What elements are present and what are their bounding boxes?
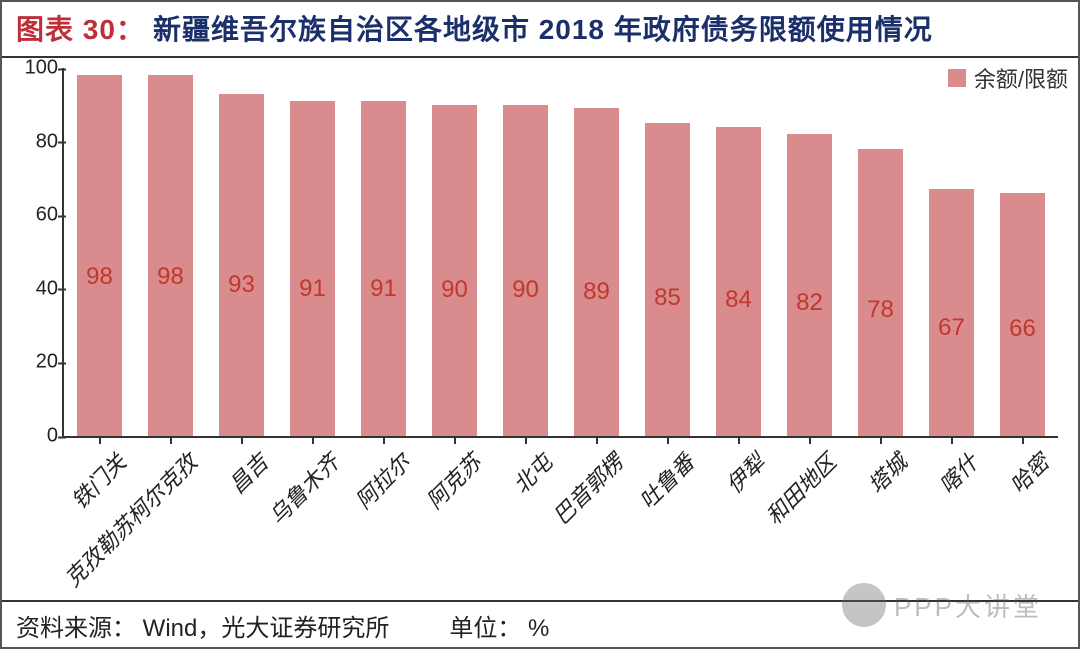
- bar-value-label: 85: [645, 284, 690, 312]
- bar-value-label: 84: [716, 286, 761, 314]
- y-tick: 20: [14, 351, 58, 374]
- footer-unit: 单位： %: [449, 608, 549, 643]
- x-axis-label: 阿拉尔: [340, 439, 416, 515]
- chart-area: 余额/限额 02040608010098铁门关98克孜勒苏柯尔克孜93昌吉91乌…: [2, 58, 1078, 598]
- x-axis-label: 吐鲁番: [624, 439, 700, 515]
- chart-title-prefix: 图表 30：: [16, 8, 145, 48]
- footer-unit-label: 单位：: [449, 615, 521, 642]
- footer-unit-value: %: [528, 615, 549, 642]
- chart-title-block: 图表 30： 新疆维吾尔族自治区各地级市 2018 年政府债务限额使用情况: [2, 2, 1078, 58]
- y-tick: 0: [14, 425, 58, 448]
- bar-value-label: 78: [858, 296, 903, 324]
- bar: 89: [574, 108, 619, 436]
- x-axis-label: 哈密: [994, 439, 1055, 500]
- y-tick: 100: [14, 57, 58, 80]
- x-axis-label: 塔城: [852, 439, 913, 500]
- bar-value-label: 91: [290, 275, 335, 303]
- bar-value-label: 90: [432, 276, 477, 304]
- x-axis-label: 和田地区: [750, 439, 842, 531]
- footer-source: 资料来源： Wind，光大证券研究所: [16, 608, 389, 643]
- bar: 98: [77, 75, 122, 436]
- bar-value-label: 66: [1000, 315, 1045, 343]
- footer-source-label: 资料来源：: [16, 615, 136, 642]
- bar: 84: [716, 127, 761, 436]
- figure-container: 图表 30： 新疆维吾尔族自治区各地级市 2018 年政府债务限额使用情况 余额…: [0, 0, 1080, 649]
- bar: 90: [503, 105, 548, 436]
- bar: 98: [148, 75, 193, 436]
- y-tick: 80: [14, 130, 58, 153]
- chart-title-text: 新疆维吾尔族自治区各地级市 2018 年政府债务限额使用情况: [153, 8, 933, 48]
- bar: 93: [219, 94, 264, 436]
- bar: 91: [290, 101, 335, 436]
- bar: 78: [858, 149, 903, 436]
- x-axis-label: 巴音郭楞: [537, 439, 629, 531]
- bar-value-label: 67: [929, 314, 974, 342]
- bar-value-label: 90: [503, 276, 548, 304]
- bar-value-label: 98: [148, 263, 193, 291]
- y-tick: 60: [14, 204, 58, 227]
- bar-value-label: 91: [361, 275, 406, 303]
- bar: 85: [645, 123, 690, 436]
- bar-value-label: 98: [77, 263, 122, 291]
- bar: 82: [787, 134, 832, 436]
- x-axis-label: 喀什: [923, 439, 984, 500]
- x-axis-label: 乌鲁木齐: [253, 439, 345, 531]
- bar-value-label: 89: [574, 278, 619, 306]
- bar-value-label: 93: [219, 271, 264, 299]
- bar: 91: [361, 101, 406, 436]
- bar: 67: [929, 189, 974, 436]
- watermark-text: PPP大讲堂: [894, 587, 1042, 624]
- x-axis-label: 阿克苏: [411, 439, 487, 515]
- bar-value-label: 82: [787, 289, 832, 317]
- chart-plot: 02040608010098铁门关98克孜勒苏柯尔克孜93昌吉91乌鲁木齐91阿…: [62, 68, 1058, 438]
- footer-source-value: Wind，光大证券研究所: [143, 615, 390, 642]
- watermark: PPP大讲堂: [842, 583, 1042, 627]
- y-tick: 40: [14, 277, 58, 300]
- watermark-icon: [842, 583, 886, 627]
- bar: 90: [432, 105, 477, 436]
- bar: 66: [1000, 193, 1045, 436]
